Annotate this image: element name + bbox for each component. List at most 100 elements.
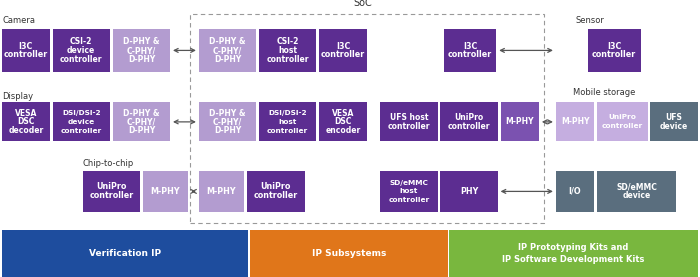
Bar bbox=[597, 102, 648, 141]
Text: I3C: I3C bbox=[607, 42, 622, 51]
Text: UniPro: UniPro bbox=[608, 114, 636, 120]
Text: M-PHY: M-PHY bbox=[150, 187, 181, 196]
Text: CSI-2: CSI-2 bbox=[276, 37, 299, 46]
Text: UFS host: UFS host bbox=[390, 113, 428, 122]
Text: IP Subsystems: IP Subsystems bbox=[312, 249, 386, 258]
Bar bbox=[440, 171, 498, 212]
Text: M-PHY: M-PHY bbox=[561, 117, 589, 126]
Bar bbox=[650, 102, 698, 141]
Text: C-PHY/: C-PHY/ bbox=[213, 46, 242, 55]
Text: controller: controller bbox=[253, 191, 298, 200]
Text: VESA: VESA bbox=[332, 109, 354, 117]
Text: controller: controller bbox=[4, 50, 48, 60]
Text: controller: controller bbox=[267, 128, 308, 134]
Text: Display: Display bbox=[2, 92, 33, 101]
Text: host: host bbox=[279, 119, 297, 125]
Bar bbox=[319, 102, 367, 141]
Text: UFS: UFS bbox=[666, 113, 682, 122]
Text: DSC: DSC bbox=[18, 117, 34, 126]
Text: host: host bbox=[278, 46, 298, 55]
Text: controller: controller bbox=[388, 122, 430, 131]
Text: controller: controller bbox=[321, 50, 365, 60]
Bar bbox=[52, 102, 110, 141]
Text: D-PHY &: D-PHY & bbox=[209, 37, 246, 46]
Text: I3C: I3C bbox=[19, 42, 33, 51]
Text: IP Prototyping Kits and: IP Prototyping Kits and bbox=[519, 243, 629, 252]
Bar bbox=[440, 102, 498, 141]
Text: controller: controller bbox=[389, 197, 429, 203]
Bar bbox=[444, 29, 496, 72]
Bar bbox=[52, 29, 110, 72]
Text: device: device bbox=[67, 46, 95, 55]
Bar bbox=[199, 29, 256, 72]
Text: C-PHY/: C-PHY/ bbox=[127, 117, 156, 126]
Text: VESA: VESA bbox=[15, 109, 37, 117]
Text: M-PHY: M-PHY bbox=[505, 117, 534, 126]
Bar bbox=[556, 102, 594, 141]
Text: Verification IP: Verification IP bbox=[89, 249, 162, 258]
Text: controller: controller bbox=[592, 50, 636, 60]
Text: encoder: encoder bbox=[326, 126, 360, 135]
Text: SD/eMMC: SD/eMMC bbox=[616, 183, 657, 191]
Text: UniPro: UniPro bbox=[96, 183, 127, 191]
Text: SD/eMMC: SD/eMMC bbox=[389, 179, 428, 186]
Text: D-PHY: D-PHY bbox=[214, 55, 241, 64]
Text: device: device bbox=[622, 191, 651, 200]
Bar bbox=[380, 171, 438, 212]
Bar bbox=[500, 102, 539, 141]
Text: C-PHY/: C-PHY/ bbox=[127, 46, 156, 55]
Text: controller: controller bbox=[89, 191, 134, 200]
Text: D-PHY: D-PHY bbox=[128, 55, 155, 64]
Bar bbox=[588, 29, 640, 72]
Text: D-PHY: D-PHY bbox=[214, 126, 241, 135]
Bar bbox=[2, 29, 50, 72]
Bar bbox=[2, 102, 50, 141]
Text: PHY: PHY bbox=[460, 187, 478, 196]
Text: controller: controller bbox=[60, 55, 102, 64]
Bar bbox=[449, 230, 698, 277]
Text: I3C: I3C bbox=[463, 42, 477, 51]
Bar bbox=[380, 102, 438, 141]
Bar bbox=[319, 29, 367, 72]
Text: CSI-2: CSI-2 bbox=[70, 37, 92, 46]
Bar bbox=[83, 171, 140, 212]
Text: M-PHY: M-PHY bbox=[206, 187, 237, 196]
Text: I3C: I3C bbox=[336, 42, 350, 51]
Text: device: device bbox=[68, 119, 95, 125]
Bar bbox=[199, 102, 256, 141]
Text: controller: controller bbox=[448, 122, 490, 131]
Text: host: host bbox=[400, 188, 418, 194]
Text: DSI/DSI-2: DSI/DSI-2 bbox=[62, 110, 101, 116]
Text: controller: controller bbox=[61, 128, 102, 134]
Text: SoC: SoC bbox=[354, 0, 372, 8]
Bar bbox=[199, 171, 244, 212]
Bar bbox=[113, 102, 170, 141]
Bar bbox=[143, 171, 188, 212]
Text: Camera: Camera bbox=[2, 16, 35, 25]
Bar bbox=[113, 29, 170, 72]
Bar bbox=[247, 171, 304, 212]
Bar bbox=[190, 14, 544, 223]
Text: controller: controller bbox=[267, 55, 309, 64]
Text: D-PHY: D-PHY bbox=[128, 126, 155, 135]
Bar bbox=[259, 29, 316, 72]
Text: controller: controller bbox=[448, 50, 492, 60]
Bar bbox=[556, 171, 594, 212]
Text: Chip-to-chip: Chip-to-chip bbox=[83, 159, 134, 168]
Text: DSC: DSC bbox=[335, 117, 351, 126]
Text: DSI/DSI-2: DSI/DSI-2 bbox=[268, 110, 307, 116]
Text: UniPro: UniPro bbox=[260, 183, 291, 191]
Text: Mobile storage: Mobile storage bbox=[573, 88, 635, 97]
Text: UniPro: UniPro bbox=[454, 113, 484, 122]
Text: C-PHY/: C-PHY/ bbox=[213, 117, 242, 126]
Text: decoder: decoder bbox=[8, 126, 43, 135]
Text: device: device bbox=[660, 122, 688, 131]
Bar bbox=[259, 102, 316, 141]
Bar bbox=[250, 230, 448, 277]
Bar bbox=[2, 230, 248, 277]
Text: Sensor: Sensor bbox=[575, 16, 604, 25]
Text: I/O: I/O bbox=[568, 187, 582, 196]
Text: controller: controller bbox=[602, 123, 643, 129]
Text: D-PHY &: D-PHY & bbox=[123, 109, 160, 117]
Text: D-PHY &: D-PHY & bbox=[123, 37, 160, 46]
